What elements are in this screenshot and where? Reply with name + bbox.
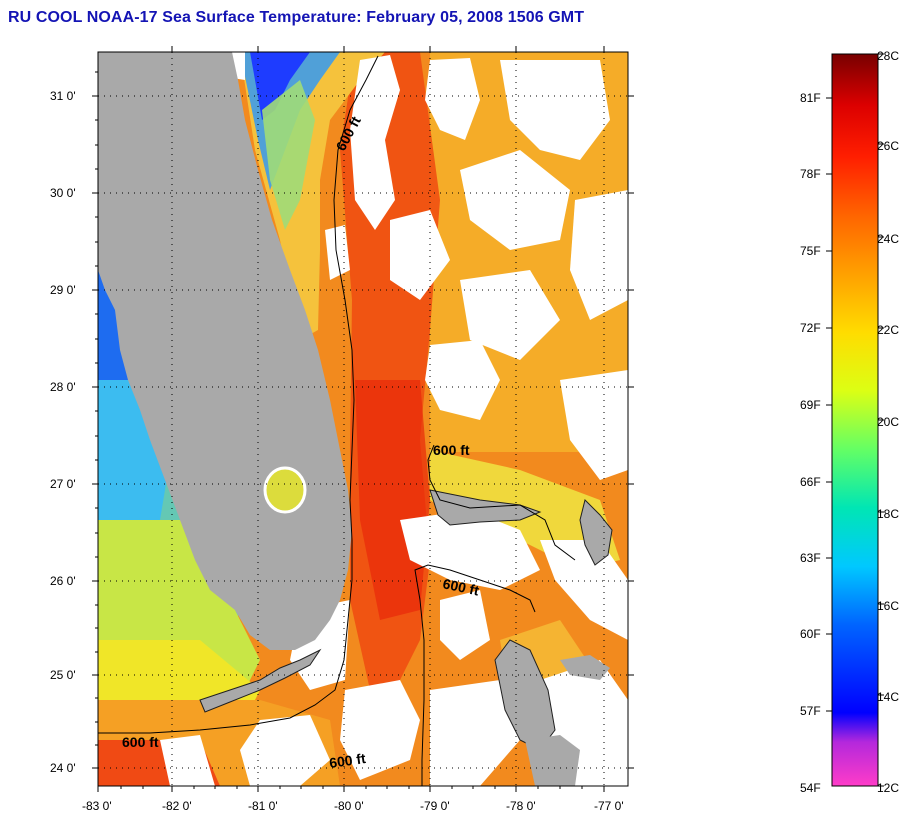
longitude-labels: -83 0' -82 0' -81 0' -80 0' -79 0' -78 0…	[82, 799, 624, 813]
colorbar-f-label: 81F	[800, 91, 821, 105]
map-title: RU COOL NOAA-17 Sea Surface Temperature:…	[8, 9, 585, 26]
lon-label: -83 0'	[82, 799, 112, 813]
colorbar-c-label: 20C	[877, 415, 899, 429]
colorbar-f-label: 72F	[800, 321, 821, 335]
lon-label: -81 0'	[248, 799, 278, 813]
colorbar-c-label: 26C	[877, 139, 899, 153]
lat-label: 25 0'	[50, 668, 76, 682]
contour-label: 600 ft	[433, 442, 470, 458]
green-water	[262, 80, 315, 230]
andros-island	[494, 639, 556, 751]
lat-label: 30 0'	[50, 186, 76, 200]
contour-label: 600 ft	[122, 734, 159, 750]
map-frame	[97, 51, 629, 787]
axis-ticks	[92, 46, 634, 792]
abaco-island	[579, 499, 613, 566]
colorbar-c-label: 22C	[877, 323, 899, 337]
colorbar-f-label: 57F	[800, 704, 821, 718]
colorbar-f-label: 66F	[800, 475, 821, 489]
contour-label: 600 ft	[328, 750, 367, 771]
lat-label: 28 0'	[50, 380, 76, 394]
latitude-labels: 31 0' 30 0' 29 0' 28 0' 27 0' 26 0' 25 0…	[50, 89, 76, 775]
colorbar-ticks	[826, 53, 884, 787]
florida-keys	[199, 648, 322, 713]
coldest-water	[250, 52, 310, 120]
lat-label: 27 0'	[50, 477, 76, 491]
isobath-contours	[98, 55, 576, 786]
lon-label: -79 0'	[420, 799, 450, 813]
lon-label: -80 0'	[334, 799, 364, 813]
colorbar-f-label: 60F	[800, 627, 821, 641]
lat-label: 29 0'	[50, 283, 76, 297]
lon-label: -78 0'	[506, 799, 536, 813]
lon-label: -82 0'	[162, 799, 192, 813]
colorbar-gradient	[831, 53, 879, 787]
lat-label: 26 0'	[50, 574, 76, 588]
colorbar-f-label: 69F	[800, 398, 821, 412]
graticule	[98, 52, 628, 786]
colorbar-f-label: 63F	[800, 551, 821, 565]
new-providence	[560, 655, 610, 680]
sst-map	[98, 52, 628, 786]
colorbar-f-label: 54F	[800, 781, 821, 795]
colorbar-c-label: 28C	[877, 49, 899, 63]
southern-bank-land	[525, 735, 580, 786]
lat-label: 24 0'	[50, 761, 76, 775]
cloud-cover	[160, 52, 628, 786]
lake-okeechobee	[263, 466, 307, 514]
colorbar: 81F 78F 75F 72F 69F 66F 63F 60F 57F 54F …	[800, 49, 899, 795]
lon-label: -77 0'	[594, 799, 624, 813]
lat-label: 31 0'	[50, 89, 76, 103]
colorbar-f-label: 75F	[800, 244, 821, 258]
colorbar-c-label: 14C	[877, 690, 899, 704]
colorbar-c-label: 12C	[877, 781, 899, 795]
colorbar-c-label: 18C	[877, 507, 899, 521]
contour-label: 600 ft	[441, 575, 480, 598]
colorbar-f-label: 78F	[800, 167, 821, 181]
colorbar-c-label: 24C	[877, 232, 899, 246]
colorbar-c-label: 16C	[877, 599, 899, 613]
